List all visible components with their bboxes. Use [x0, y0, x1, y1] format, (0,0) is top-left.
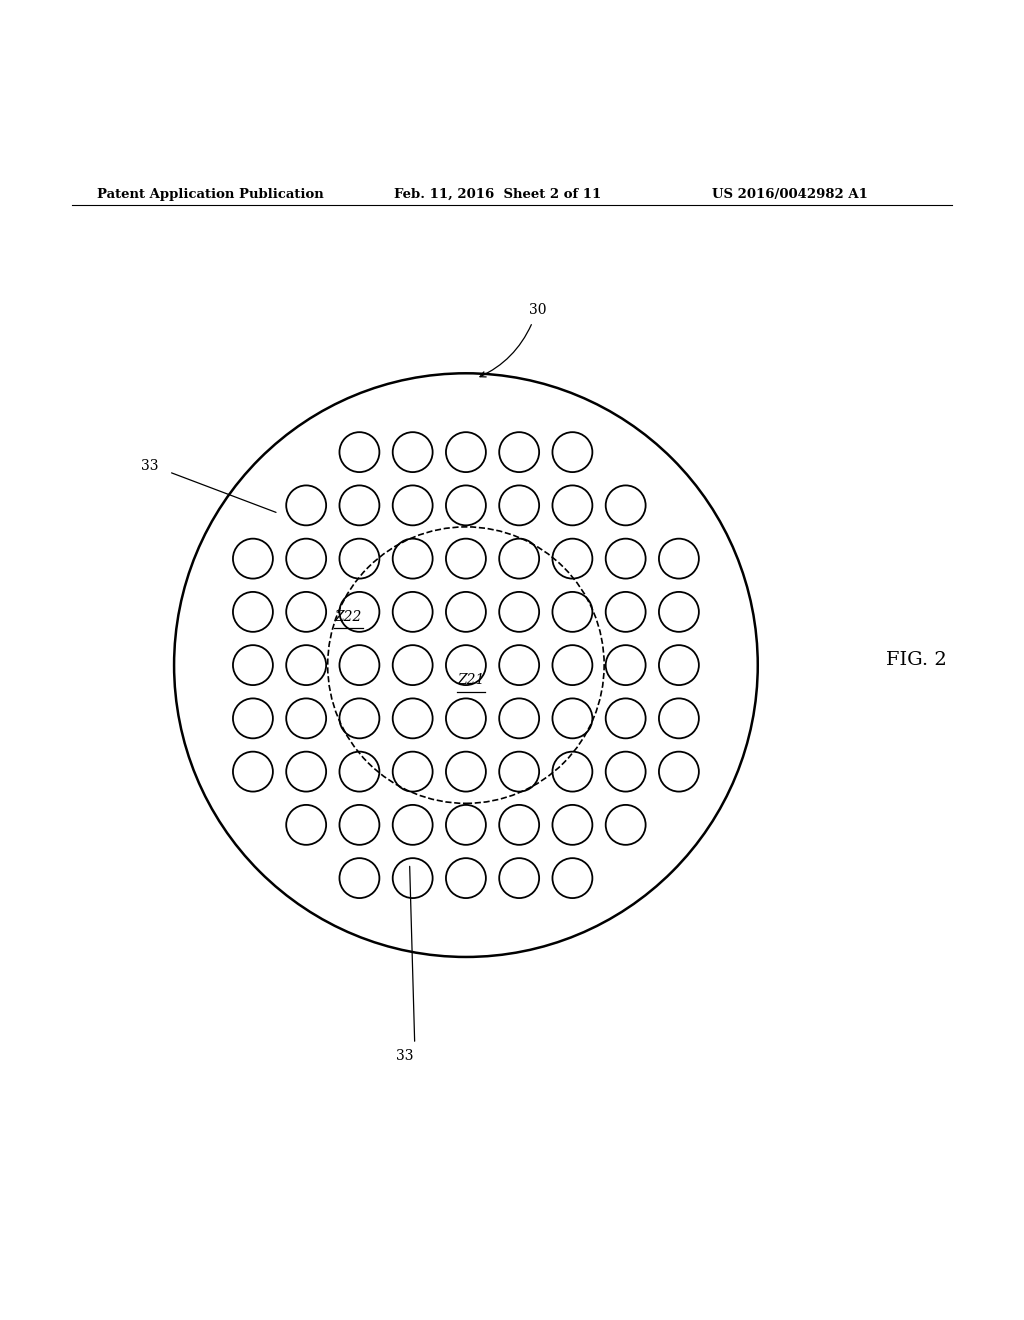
- Text: 30: 30: [528, 304, 547, 317]
- Text: 33: 33: [141, 459, 159, 473]
- Text: Z22: Z22: [335, 610, 362, 624]
- Text: US 2016/0042982 A1: US 2016/0042982 A1: [712, 187, 867, 201]
- Text: Patent Application Publication: Patent Application Publication: [97, 187, 324, 201]
- Text: FIG. 2: FIG. 2: [886, 651, 947, 669]
- Text: Z21: Z21: [458, 673, 484, 688]
- Text: Feb. 11, 2016  Sheet 2 of 11: Feb. 11, 2016 Sheet 2 of 11: [394, 187, 601, 201]
- Text: 33: 33: [395, 1049, 414, 1063]
